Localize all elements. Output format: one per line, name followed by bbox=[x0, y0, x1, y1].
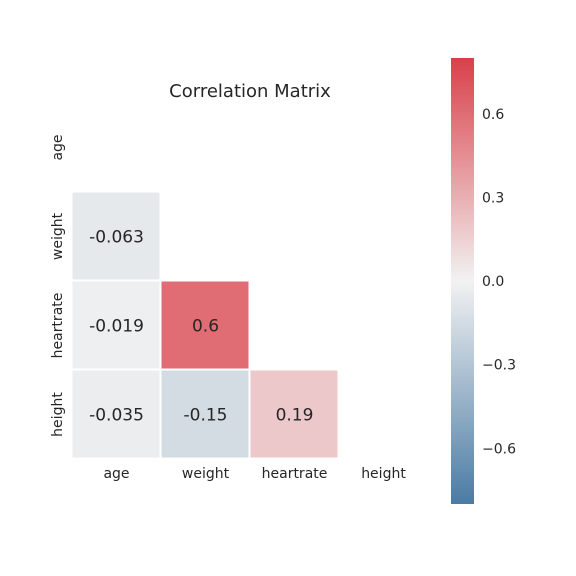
cell-value-label: -0.019 bbox=[89, 317, 144, 337]
heatmap-cell bbox=[72, 370, 160, 458]
heatmap-cell bbox=[250, 370, 338, 458]
colorbar-tick-label: −0.3 bbox=[482, 358, 516, 374]
colorbar bbox=[451, 58, 474, 504]
colorbar-tick-label: 0.6 bbox=[482, 107, 504, 123]
heatmap-cell bbox=[161, 370, 249, 458]
chart-title: Correlation Matrix bbox=[169, 81, 331, 102]
x-tick-label: height bbox=[361, 466, 406, 482]
x-tick-label: age bbox=[103, 466, 129, 482]
colorbar-tick-label: 0.3 bbox=[482, 190, 504, 206]
cell-value-label: 0.6 bbox=[192, 317, 219, 337]
cell-value-label: -0.063 bbox=[89, 228, 144, 248]
x-tick-labels: age weight heartrate height bbox=[103, 466, 406, 482]
colorbar-tick-label: −0.6 bbox=[482, 441, 516, 457]
heatmap-cell bbox=[72, 281, 160, 369]
y-tick-labels: age weight heartrate height bbox=[50, 134, 66, 436]
cell-value-label: -0.035 bbox=[89, 406, 144, 426]
cell-value-label: 0.19 bbox=[276, 406, 314, 426]
x-tick-label: weight bbox=[182, 466, 230, 482]
x-tick-label: heartrate bbox=[262, 466, 328, 482]
colorbar-ticks: 0.6 0.3 0.0 −0.3 −0.6 bbox=[482, 107, 516, 458]
heatmap-cell bbox=[72, 192, 160, 280]
colorbar-tick-label: 0.0 bbox=[482, 274, 504, 290]
heatmap-cell bbox=[161, 281, 249, 369]
heatmap-cells: -0.063 -0.019 0.6 -0.035 -0.15 0.19 bbox=[72, 192, 338, 458]
y-tick-label: heartrate bbox=[50, 293, 66, 359]
y-tick-label: age bbox=[50, 134, 66, 160]
y-tick-label: height bbox=[50, 392, 66, 437]
y-tick-label: weight bbox=[50, 212, 66, 260]
cell-value-label: -0.15 bbox=[184, 406, 228, 426]
